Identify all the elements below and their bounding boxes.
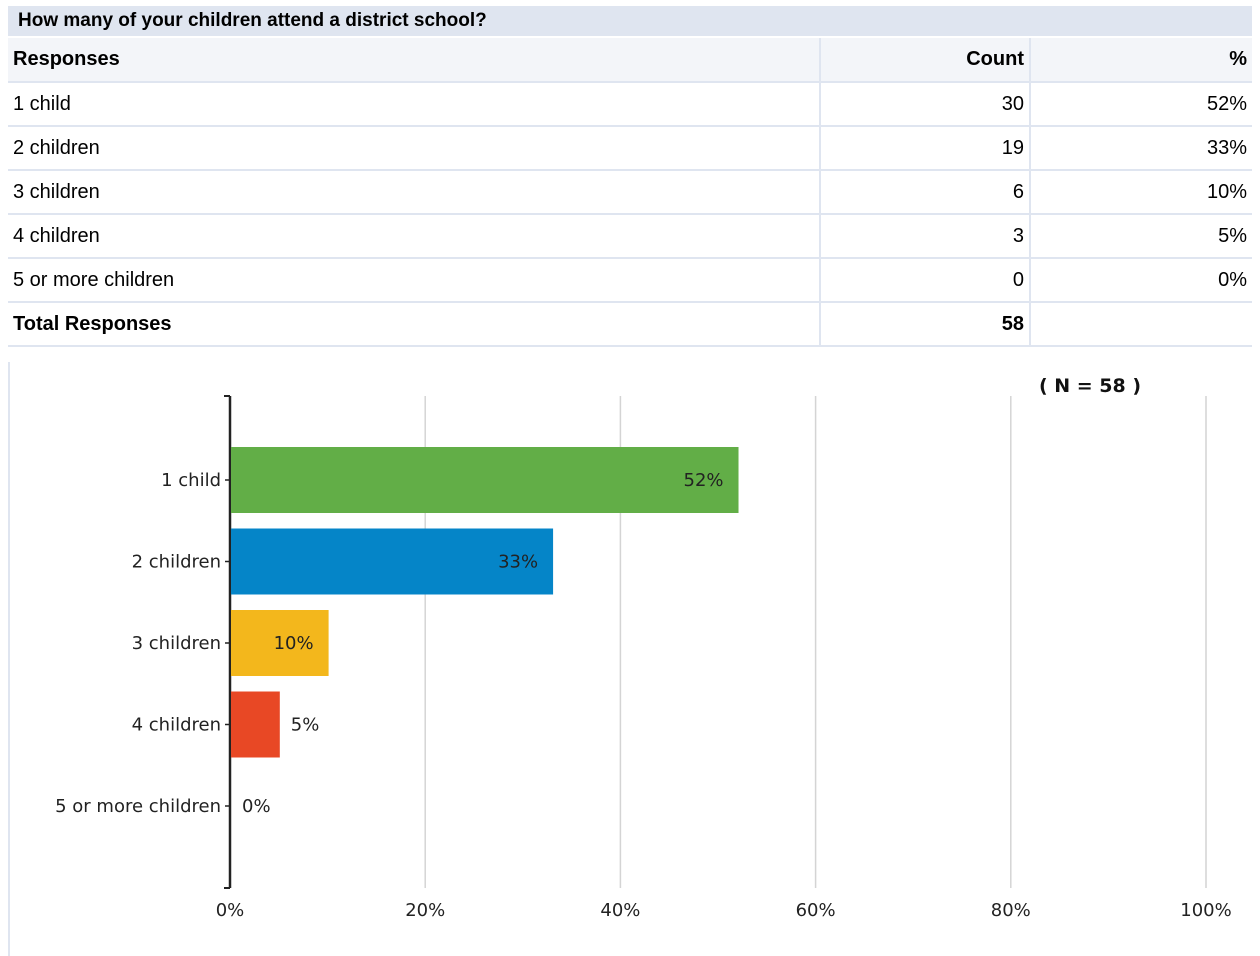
x-tick-label: 20% bbox=[405, 900, 445, 921]
total-label: Total Responses bbox=[8, 302, 821, 347]
table-row: 2 children 19 33% bbox=[8, 126, 1252, 171]
x-tick-label: 100% bbox=[1180, 900, 1231, 921]
row-count: 3 bbox=[820, 214, 1031, 259]
category-label: 2 children bbox=[132, 552, 221, 573]
row-percent: 33% bbox=[1030, 126, 1252, 171]
row-count: 6 bbox=[820, 170, 1031, 215]
row-percent: 10% bbox=[1030, 170, 1252, 215]
x-tick-label: 60% bbox=[796, 900, 836, 921]
row-count: 30 bbox=[820, 82, 1031, 127]
bar bbox=[231, 610, 329, 676]
row-response: 5 or more children bbox=[8, 258, 821, 303]
table-row: 3 children 6 10% bbox=[8, 170, 1252, 215]
bar bbox=[231, 691, 280, 758]
data-label: 52% bbox=[684, 470, 724, 491]
row-percent: 0% bbox=[1030, 258, 1252, 303]
table-header-row: Responses Count % bbox=[8, 38, 1252, 83]
table-row: 4 children 3 5% bbox=[8, 214, 1252, 259]
sample-size-label: ( N = 58 ) bbox=[1039, 375, 1141, 397]
bar bbox=[231, 528, 554, 595]
category-label: 1 child bbox=[161, 470, 221, 491]
x-tick-label: 0% bbox=[216, 900, 245, 921]
row-response: 4 children bbox=[8, 214, 821, 259]
data-label: 5% bbox=[291, 715, 320, 736]
chart-area: 0% 20% 40% 60% 80% 100% 1 child 52% 2 children 33… bbox=[8, 362, 1252, 956]
question-title: How many of your children attend a distr… bbox=[8, 6, 1252, 36]
row-percent: 5% bbox=[1030, 214, 1252, 259]
x-tick-label: 80% bbox=[991, 900, 1031, 921]
category-label: 5 or more children bbox=[55, 796, 221, 817]
header-count: Count bbox=[820, 38, 1031, 83]
x-tick-label: 40% bbox=[600, 900, 640, 921]
row-percent: 52% bbox=[1030, 82, 1252, 127]
row-response: 2 children bbox=[8, 126, 821, 171]
data-label: 33% bbox=[498, 552, 538, 573]
row-response: 3 children bbox=[8, 170, 821, 215]
table-row: 1 child 30 52% bbox=[8, 82, 1252, 127]
bar-chart: 0% 20% 40% 60% 80% 100% 1 child 52% 2 children 33… bbox=[55, 375, 1232, 921]
table-row: 5 or more children 0 0% bbox=[8, 258, 1252, 303]
row-count: 19 bbox=[820, 126, 1031, 171]
total-percent-empty bbox=[1030, 302, 1252, 347]
bar bbox=[231, 447, 739, 513]
header-percent: % bbox=[1030, 38, 1252, 83]
data-label: 0% bbox=[242, 796, 271, 817]
category-label: 4 children bbox=[132, 715, 221, 736]
results-table: Responses Count % 1 child 30 52% 2 child… bbox=[8, 38, 1252, 347]
header-responses: Responses bbox=[8, 38, 821, 83]
category-label: 3 children bbox=[132, 633, 221, 654]
total-row: Total Responses 58 bbox=[8, 302, 1252, 347]
total-count: 58 bbox=[820, 302, 1031, 347]
row-response: 1 child bbox=[8, 82, 821, 127]
data-label: 10% bbox=[274, 633, 314, 654]
row-count: 0 bbox=[820, 258, 1031, 303]
